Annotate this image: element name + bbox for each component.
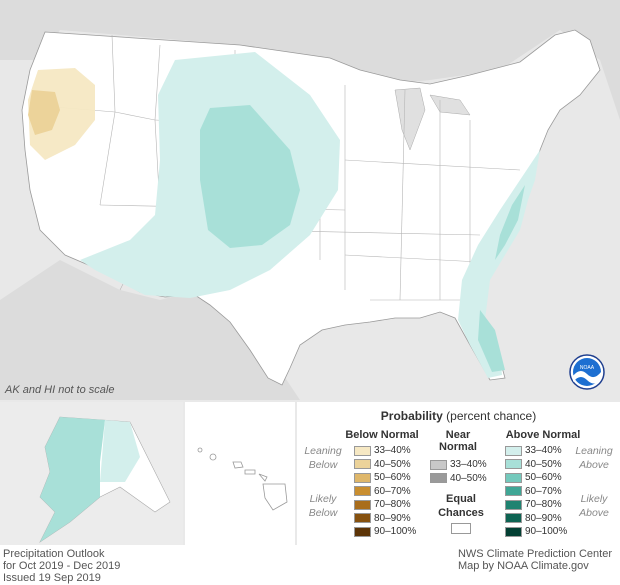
near-normal-swatch (430, 473, 447, 483)
contiguous-us-map: NOAA (0, 0, 620, 400)
above-normal-swatch (505, 459, 522, 469)
near-normal-item: 40–50% (430, 473, 487, 484)
below-normal-item: 90–100% (354, 526, 416, 537)
below-normal-swatch (354, 459, 371, 469)
below-normal-item: 70–80% (354, 499, 411, 510)
below-normal-item: 40–50% (354, 459, 411, 470)
above-normal-label: 40–50% (525, 458, 562, 470)
above-normal-label: 90–100% (525, 526, 568, 537)
below-normal-item: 80–90% (354, 513, 411, 524)
below-normal-swatch (354, 486, 371, 496)
near-normal-item: 33–40% (430, 459, 487, 470)
above-normal-label: 70–80% (525, 499, 562, 510)
below-normal-swatch (354, 499, 371, 510)
above-normal-item: 60–70% (505, 486, 562, 497)
equal-chances-swatch (451, 523, 471, 534)
legend: Probability (percent chance) Below Norma… (297, 402, 620, 550)
footer-right: NWS Climate Prediction Center Map by NOA… (458, 548, 612, 572)
hawaii-inset (185, 402, 295, 545)
above-normal-label: 60–70% (525, 485, 562, 497)
footer-left: Precipitation Outlook for Oct 2019 - Dec… (3, 548, 120, 584)
alaska-inset (0, 402, 183, 545)
below-normal-label: 70–80% (374, 499, 411, 510)
below-normal-swatch (354, 526, 371, 537)
above-normal-item: 50–60% (505, 472, 562, 483)
above-normal-item: 33–40% (505, 445, 562, 456)
equal-chances-label: Equal Chances (438, 493, 484, 519)
below-normal-swatch (354, 472, 371, 483)
above-normal-swatch (505, 499, 522, 510)
above-normal-label: 80–90% (525, 512, 562, 524)
likely-above-label: Likely Above (579, 493, 609, 519)
credit-climate-gov: Map by NOAA Climate.gov (457, 560, 589, 572)
above-normal-core (200, 105, 300, 248)
below-normal-label: 60–70% (374, 485, 411, 497)
below-normal-swatch (354, 513, 371, 523)
above-normal-swatch (505, 513, 522, 523)
below-normal-label: 90–100% (374, 526, 417, 537)
above-normal-item: 80–90% (505, 513, 562, 524)
below-normal-item: 33–40% (354, 445, 411, 456)
leaning-above-label: Leaning Above (575, 445, 613, 471)
credit-cpc: NWS Climate Prediction Center (457, 548, 612, 560)
above-normal-item: 90–100% (505, 526, 567, 537)
above-normal-swatch (505, 445, 522, 456)
above-normal-item: 70–80% (505, 499, 562, 510)
below-normal-region (28, 68, 95, 160)
above-normal-header: Above Normal (505, 429, 581, 441)
legend-title-bold: Probability (380, 409, 443, 423)
above-normal-label: 33–40% (525, 445, 562, 456)
issue-date: Issued 19 Sep 2019 (3, 572, 101, 584)
above-normal-swatch (505, 472, 522, 483)
legend-title: Probability (percent chance) (297, 409, 620, 423)
below-normal-label: 33–40% (374, 445, 411, 456)
above-normal-label: 50–60% (525, 472, 562, 483)
scale-note: AK and HI not to scale (5, 384, 115, 396)
below-normal-item: 60–70% (354, 486, 411, 497)
footer: Precipitation Outlook for Oct 2019 - Dec… (0, 545, 620, 585)
near-normal-label: 40–50% (450, 472, 487, 484)
below-normal-label: 80–90% (374, 512, 411, 524)
near-normal-header: Near Normal (439, 429, 477, 453)
below-normal-swatch (354, 445, 371, 456)
below-normal-label: 40–50% (374, 458, 411, 470)
leaning-below-label: Leaning Below (304, 445, 342, 471)
below-normal-header: Below Normal (345, 429, 419, 441)
below-normal-label: 50–60% (374, 472, 411, 483)
above-normal-swatch (505, 486, 522, 496)
above-normal-swatch (505, 526, 522, 537)
below-normal-item: 50–60% (354, 472, 411, 483)
legend-title-rest: (percent chance) (446, 409, 537, 423)
likely-below-label: Likely Below (308, 493, 338, 519)
noaa-logo-text: NOAA (580, 365, 595, 371)
near-normal-label: 33–40% (450, 459, 487, 470)
noaa-logo: NOAA (569, 354, 605, 390)
above-normal-item: 40–50% (505, 459, 562, 470)
outlook-period: for Oct 2019 - Dec 2019 (3, 560, 121, 572)
outlook-title: Precipitation Outlook (3, 548, 105, 560)
near-normal-swatch (430, 459, 447, 470)
